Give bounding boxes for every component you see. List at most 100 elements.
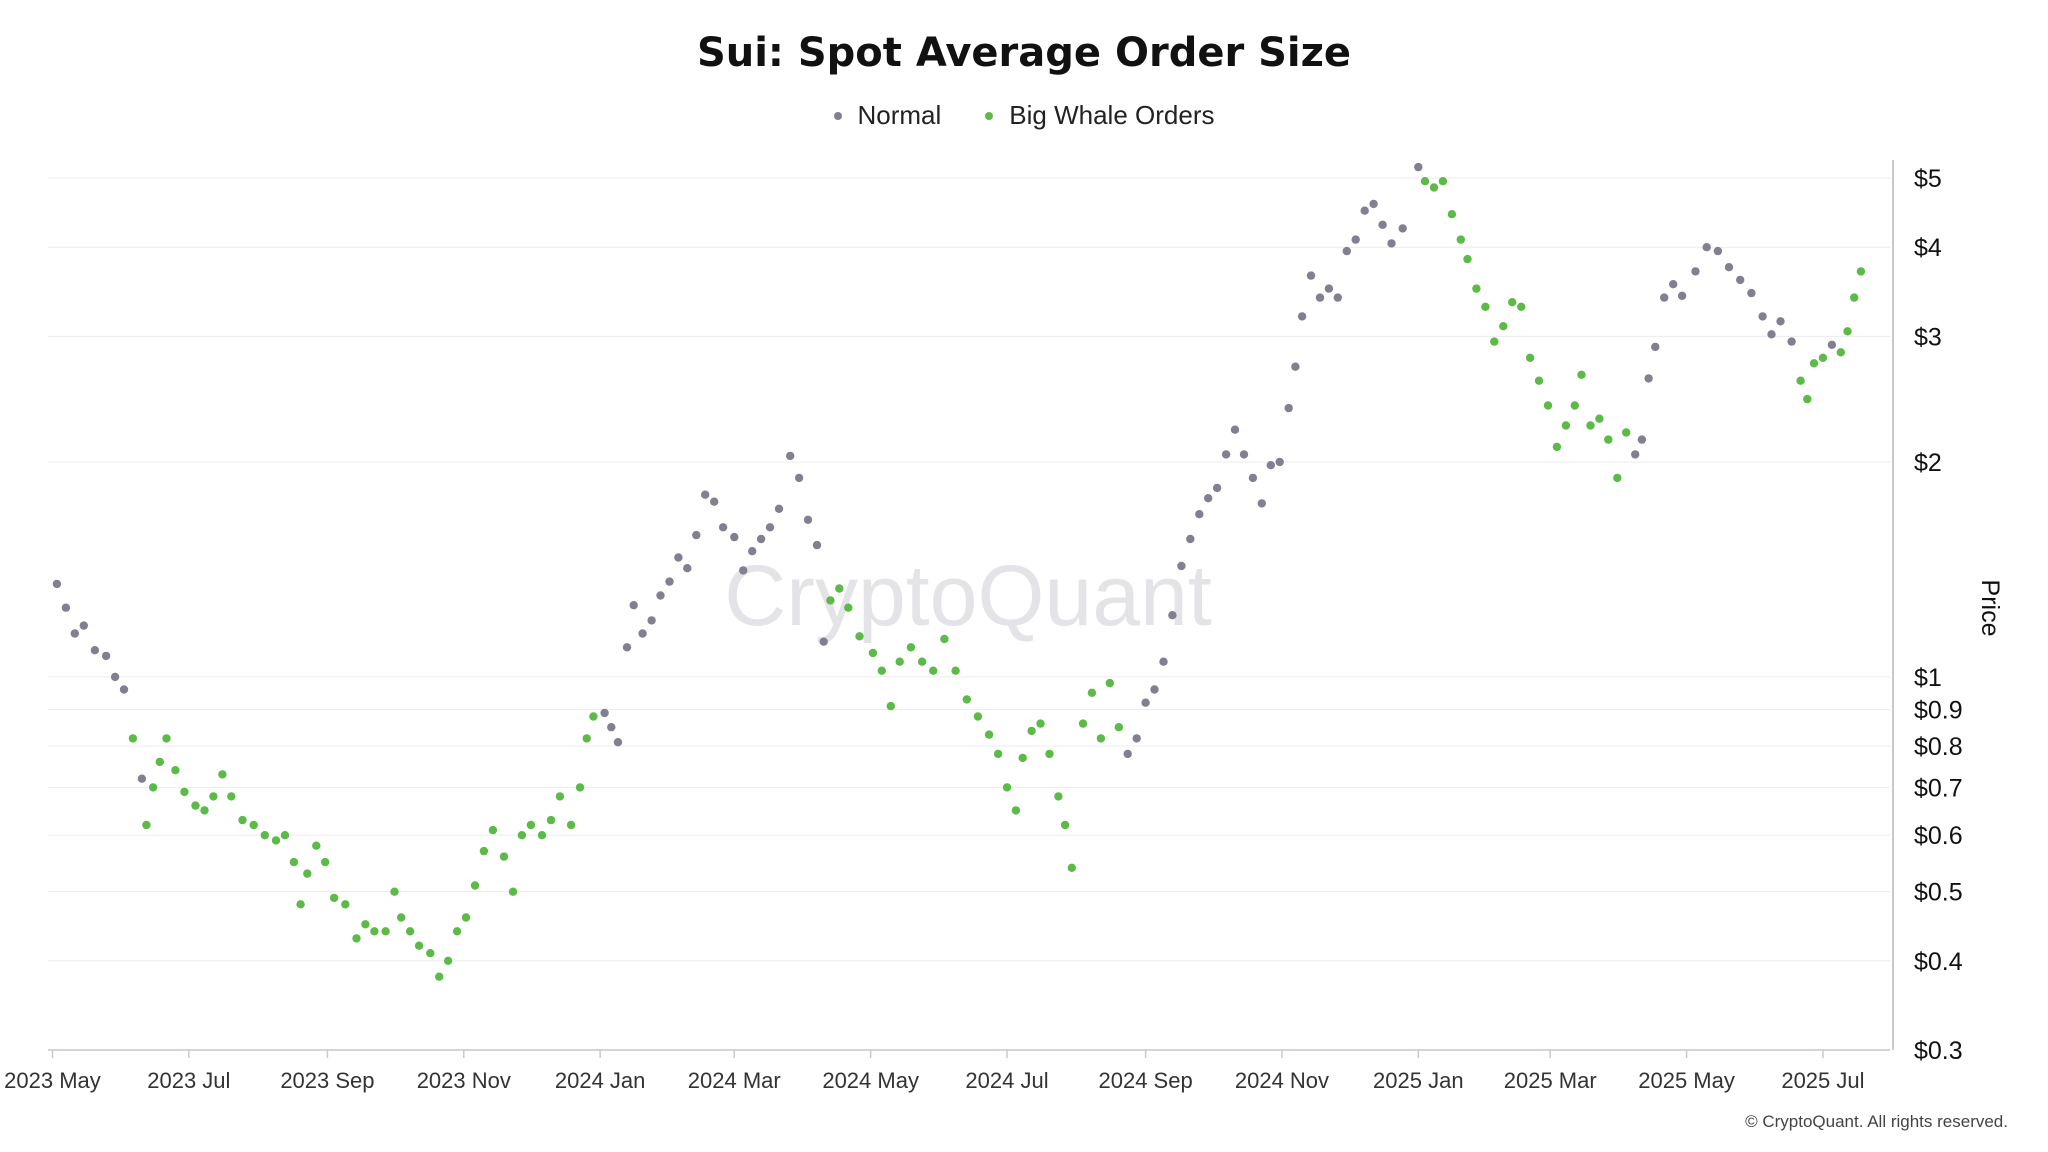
big-whale-orders-point	[260, 831, 269, 840]
big-whale-orders-point	[1420, 177, 1430, 186]
normal-point	[1342, 246, 1352, 256]
y-tick-label: $0.6	[1914, 822, 1963, 850]
big-whale-orders-point	[962, 695, 971, 704]
big-whale-orders-point	[1067, 863, 1077, 872]
big-whale-orders-point	[289, 857, 299, 867]
big-whale-orders-point	[1096, 734, 1106, 743]
data-points	[52, 162, 1866, 981]
x-tick-label: 2023 Jul	[147, 1068, 230, 1093]
normal-point	[600, 708, 609, 718]
normal-point	[683, 564, 692, 573]
big-whale-orders-point	[1595, 414, 1604, 423]
big-whale-orders-point	[1570, 401, 1580, 410]
big-whale-orders-point	[1078, 719, 1088, 728]
big-whale-orders-point	[951, 666, 960, 675]
big-whale-orders-point	[575, 783, 585, 792]
normal-point	[1691, 267, 1700, 276]
normal-point	[1677, 291, 1687, 300]
big-whale-orders-point	[361, 920, 370, 929]
normal-point	[1351, 235, 1360, 244]
big-whale-orders-point	[826, 596, 835, 605]
normal-point	[1159, 657, 1168, 666]
y-tick-label: $0.4	[1914, 948, 1963, 976]
normal-point	[101, 651, 111, 661]
normal-point	[1631, 450, 1640, 459]
normal-point	[1315, 293, 1325, 302]
big-whale-orders-point	[155, 757, 164, 767]
big-whale-orders-point	[1577, 370, 1586, 379]
normal-point	[613, 738, 623, 747]
big-whale-orders-point	[218, 770, 227, 779]
big-whale-orders-point	[390, 887, 399, 896]
big-whale-orders-point	[1490, 337, 1499, 346]
big-whale-orders-point	[142, 820, 151, 830]
normal-point	[1150, 685, 1159, 694]
legend-item-big-whale-orders[interactable]: Big Whale Orders	[985, 100, 1214, 131]
legend: Normal Big Whale Orders	[0, 100, 2048, 131]
chart-title: Sui: Spot Average Order Size	[696, 30, 1352, 76]
normal-point	[1230, 425, 1240, 434]
normal-point	[692, 530, 701, 540]
big-whale-orders-point	[1060, 820, 1070, 830]
axes: $0.3 $0.4 $0.5 $0.6 $0.7 $0.8 $0.9 $1 $2 $3 $4 $5 20…	[4, 160, 1963, 1093]
big-whale-orders-point	[1809, 359, 1819, 368]
normal-point	[1291, 362, 1300, 371]
big-whale-orders-point	[886, 701, 895, 711]
normal-point	[748, 547, 757, 556]
big-whale-orders-point	[906, 643, 916, 652]
normal-point	[1414, 162, 1423, 172]
big-whale-orders-point	[844, 603, 853, 612]
big-whale-orders-point	[1613, 473, 1622, 483]
big-whale-orders-point	[1045, 749, 1054, 759]
big-whale-orders-point	[370, 927, 379, 936]
normal-point	[1660, 293, 1669, 302]
normal-point	[1275, 457, 1284, 467]
normal-point	[1651, 342, 1660, 352]
copyright-credit: © CryptoQuant. All rights reserved.	[1745, 1112, 2008, 1131]
big-whale-orders-point	[321, 857, 330, 867]
big-whale-orders-point	[180, 787, 189, 797]
big-whale-orders-point	[405, 927, 415, 936]
legend-item-normal[interactable]: Normal	[833, 100, 941, 131]
big-whale-orders-point	[1534, 376, 1544, 385]
big-whale-orders-point	[329, 893, 339, 903]
big-whale-orders-point	[1525, 353, 1535, 362]
big-whale-orders-point	[209, 792, 218, 801]
normal-point	[1398, 224, 1407, 233]
big-whale-orders-point	[397, 913, 406, 922]
big-whale-orders-point	[238, 815, 247, 825]
big-whale-orders-point	[1836, 348, 1846, 357]
big-whale-orders-point	[1087, 688, 1097, 697]
big-whale-orders-point	[940, 634, 949, 644]
normal-point	[110, 672, 120, 682]
normal-point	[1713, 246, 1723, 256]
normal-point	[137, 774, 147, 783]
normal-point	[90, 646, 100, 655]
normal-point	[79, 621, 89, 630]
big-whale-orders-point	[200, 806, 209, 815]
normal-point	[1186, 534, 1195, 544]
normal-point	[710, 497, 719, 506]
normal-point	[786, 451, 795, 461]
normal-point	[812, 540, 822, 550]
normal-point	[1360, 206, 1369, 215]
normal-point	[638, 629, 647, 638]
x-tick-label: 2024 Jul	[965, 1068, 1048, 1093]
normal-point	[1306, 271, 1316, 280]
big-whale-orders-point	[1604, 435, 1613, 444]
x-tick-label: 2023 Nov	[417, 1068, 511, 1093]
normal-point	[819, 637, 828, 646]
big-whale-orders-point	[1472, 284, 1481, 293]
big-whale-orders-point	[312, 841, 321, 850]
normal-point	[1758, 312, 1767, 321]
normal-point	[52, 579, 62, 589]
big-whale-orders-point	[537, 831, 547, 840]
normal-point	[629, 601, 638, 610]
normal-point	[1284, 403, 1293, 413]
normal-point	[1123, 749, 1132, 759]
big-whale-orders-point	[1552, 442, 1562, 452]
big-whale-orders-point	[1018, 753, 1027, 763]
big-whale-orders-point	[973, 712, 983, 721]
big-whale-orders-point	[191, 801, 200, 810]
